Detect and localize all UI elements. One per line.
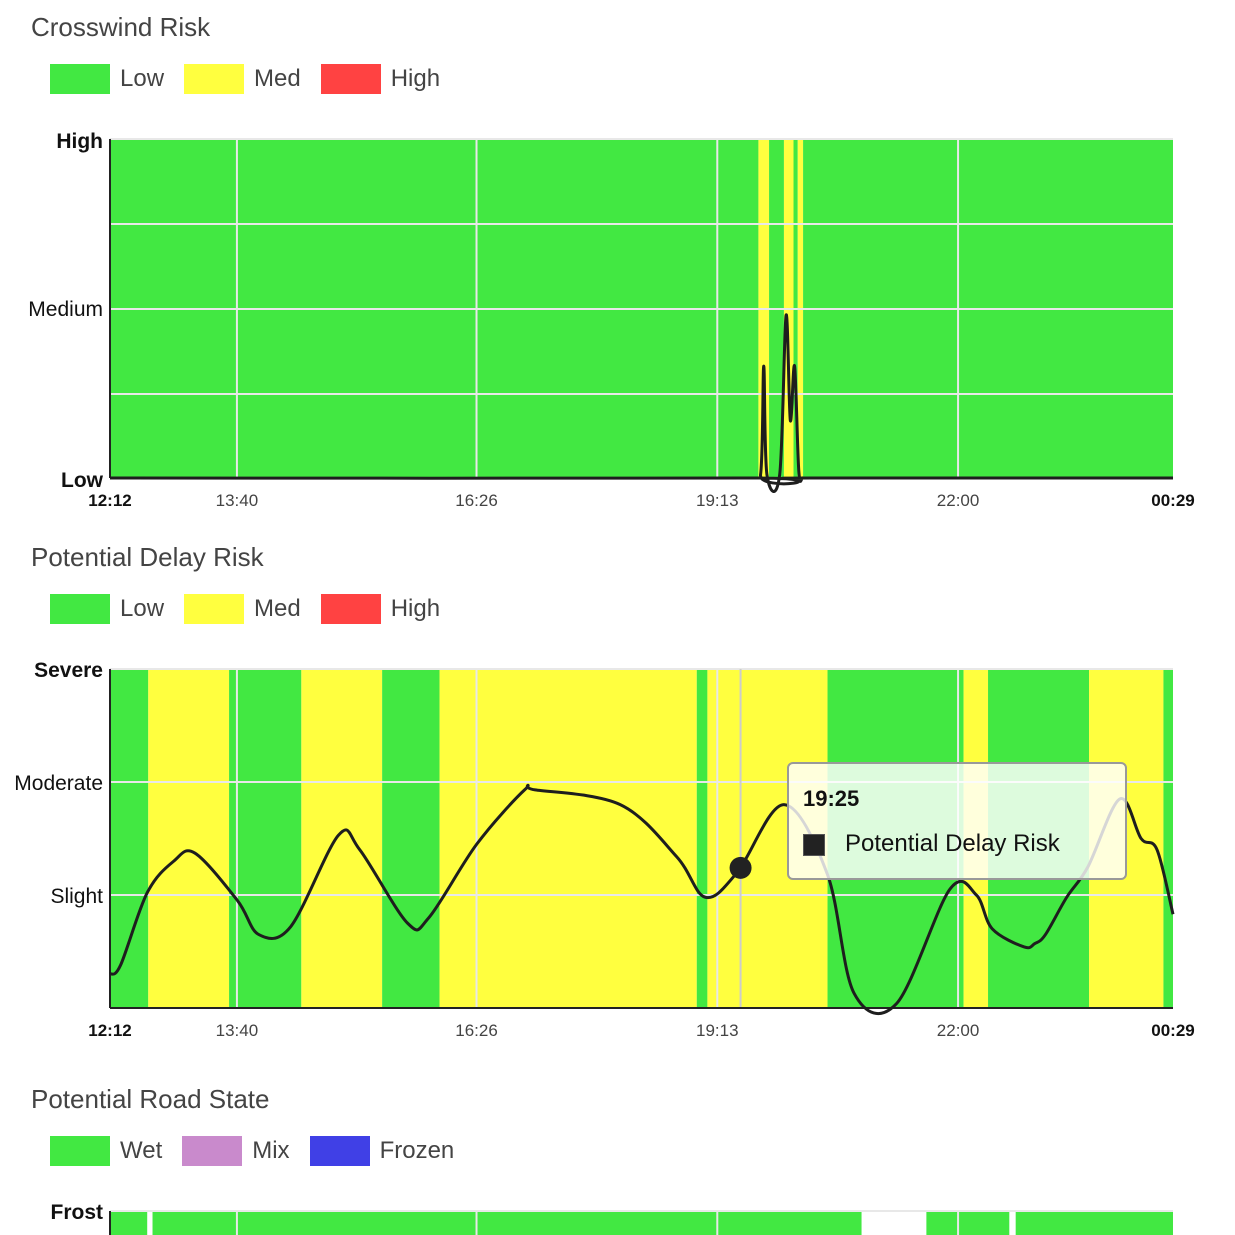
legend-label-med: Med (254, 65, 301, 92)
risk-band-low (237, 669, 302, 1008)
risk-band-wet (926, 1211, 1010, 1235)
y-tick-label: Slight (50, 885, 103, 908)
legend-label-med: Med (254, 595, 301, 622)
delay-legend: Low Med High (50, 594, 460, 624)
risk-band-wet (152, 1211, 862, 1235)
legend-label-mix: Mix (252, 1137, 290, 1164)
tooltip-time: 19:25 (803, 786, 860, 811)
y-tick-label: Severe (34, 659, 103, 682)
x-tick-label: 12:12 (88, 491, 131, 510)
risk-band-wet (1015, 1211, 1173, 1235)
x-tick-label: 16:26 (455, 491, 498, 510)
legend-label-wet: Wet (120, 1137, 163, 1164)
legend-item-low[interactable]: Low (50, 594, 164, 624)
legend-swatch-mix (182, 1136, 243, 1166)
legend-item-high[interactable]: High (320, 64, 441, 94)
crosswind-title: Crosswind Risk (31, 12, 211, 42)
x-tick-label: 12:12 (88, 1021, 131, 1040)
legend-item-low[interactable]: Low (50, 64, 164, 94)
legend-label-low: Low (120, 65, 165, 92)
legend-item-med[interactable]: Med (184, 64, 301, 94)
y-tick-label: Low (61, 469, 104, 492)
tooltip-series-label: Potential Delay Risk (845, 830, 1060, 857)
y-tick-label: High (56, 130, 103, 153)
road-chart[interactable]: Frost (0, 1195, 1235, 1235)
risk-band-med (148, 669, 230, 1008)
chart-tooltip: 19:25 Potential Delay Risk (787, 762, 1127, 880)
legend-swatch-med (184, 64, 245, 94)
hover-point (729, 856, 752, 879)
x-tick-label: 13:40 (216, 1021, 259, 1040)
tooltip-series-swatch (803, 834, 825, 856)
x-tick-label: 16:26 (455, 1021, 498, 1040)
legend-item-wet[interactable]: Wet (50, 1136, 162, 1166)
legend-item-mix[interactable]: Mix (182, 1136, 290, 1166)
crosswind-legend: Low Med High (50, 64, 460, 94)
risk-band-low (229, 669, 238, 1008)
legend-label-high: High (390, 65, 441, 92)
legend-swatch-high (320, 64, 381, 94)
risk-band-low (382, 669, 440, 1008)
x-tick-label: 00:29 (1151, 1021, 1194, 1040)
x-tick-label: 22:00 (937, 491, 980, 510)
risk-band-low (110, 669, 149, 1008)
crosswind-series-line (109, 313, 1173, 493)
risk-band-low (696, 669, 708, 1008)
legend-swatch-med (184, 594, 245, 624)
legend-item-med[interactable]: Med (184, 594, 301, 624)
road-title: Potential Road State (31, 1084, 270, 1114)
legend-label-high: High (390, 595, 441, 622)
legend-label-low: Low (120, 595, 165, 622)
x-tick-label: 19:13 (696, 1021, 739, 1040)
legend-swatch-frozen (309, 1136, 370, 1166)
legend-item-high[interactable]: High (320, 594, 441, 624)
risk-band-med (439, 669, 697, 1008)
delay-title: Potential Delay Risk (31, 542, 264, 572)
road-legend: Wet Mix Frozen (50, 1136, 474, 1166)
y-tick-label: Frost (51, 1201, 104, 1224)
risk-band-med (301, 669, 383, 1008)
legend-swatch-high (320, 594, 381, 624)
legend-swatch-low (50, 594, 110, 624)
x-tick-label: 00:29 (1151, 491, 1194, 510)
y-tick-label: Medium (28, 298, 103, 321)
risk-band-wet (110, 1211, 148, 1235)
risk-band-low (1163, 669, 1173, 1008)
delay-series-line (109, 783, 1175, 1015)
legend-item-frozen[interactable]: Frozen (309, 1136, 455, 1166)
x-tick-label: 13:40 (216, 491, 259, 510)
legend-label-frozen: Frozen (379, 1137, 455, 1164)
x-tick-label: 22:00 (937, 1021, 980, 1040)
legend-swatch-wet (50, 1136, 110, 1166)
legend-swatch-low (50, 64, 110, 94)
x-tick-label: 19:13 (696, 491, 739, 510)
y-tick-label: Moderate (14, 772, 103, 795)
